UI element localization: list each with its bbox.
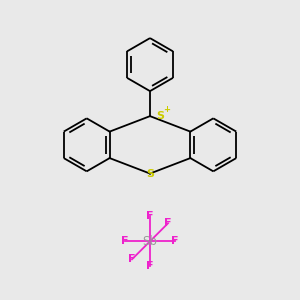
Text: F: F xyxy=(164,218,172,228)
Text: F: F xyxy=(146,261,154,271)
Text: Sb: Sb xyxy=(142,235,158,248)
Text: F: F xyxy=(171,236,179,246)
Text: F: F xyxy=(121,236,129,246)
Text: +: + xyxy=(163,105,170,114)
Text: S: S xyxy=(156,111,164,121)
Text: F: F xyxy=(146,211,154,221)
Text: F: F xyxy=(128,254,136,264)
Text: S: S xyxy=(146,169,154,178)
